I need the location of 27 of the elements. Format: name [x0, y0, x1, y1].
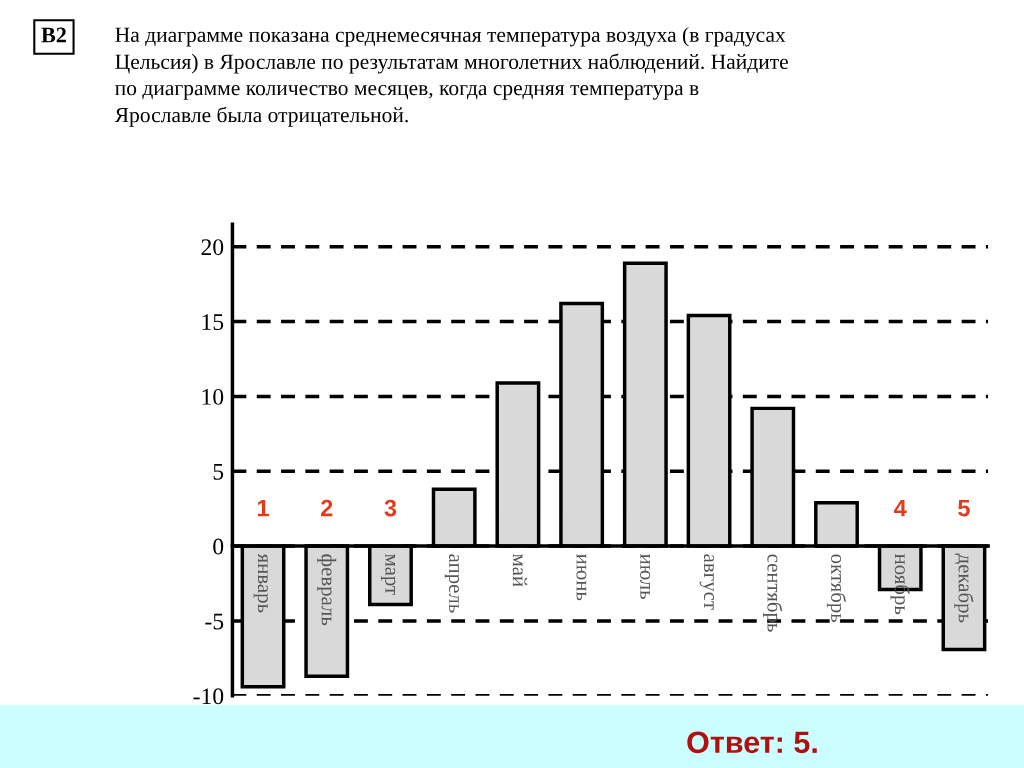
x-tick-label: июнь: [576, 553, 587, 601]
annotation: 2: [321, 499, 333, 517]
annotation: 1: [257, 499, 269, 517]
chart-title: На диаграмме показана среднемесячная температура воздуха (в градусах Цельсия) в Ярославле по результатам многолетних наблюдений. Найдите по диаграмме количество месяцев, когда средняя температура в Ярославле была отрицательной.: [114, 26, 788, 127]
y-tick-label: 0: [213, 538, 224, 555]
y-tick-label: -5: [205, 613, 224, 630]
x-tick-label: март: [381, 554, 396, 595]
y-tick-label: 5: [213, 463, 224, 480]
annotation: 4: [894, 499, 907, 517]
x-tick-label: январь: [253, 553, 268, 613]
text: Ответ: 5.: [687, 731, 817, 754]
x-tick-label: апрель: [444, 554, 459, 613]
x-tick-label: февраль: [317, 554, 337, 626]
x-tick-label: август: [699, 554, 714, 610]
x-tick-label: сентябрь: [763, 554, 783, 632]
x-tick-label: декабрь: [954, 553, 974, 623]
y-tick-label: -10: [193, 688, 224, 705]
y-tick-label: 20: [201, 239, 224, 256]
y-tick-label: 10: [202, 388, 224, 405]
x-tick-label: июль: [640, 553, 651, 600]
text: В2: [41, 27, 66, 43]
annotation: 3: [384, 499, 397, 517]
x-tick-label: октябрь: [826, 554, 847, 623]
y-tick-label: 15: [202, 314, 224, 330]
x-tick-label: ноябрь: [890, 553, 910, 615]
annotation: 5: [958, 499, 970, 517]
x-tick-label: май: [512, 554, 528, 587]
